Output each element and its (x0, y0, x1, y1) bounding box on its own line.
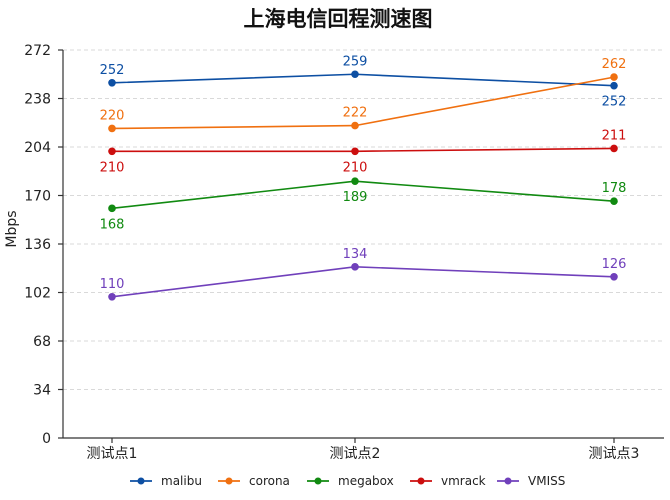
data-label: 126 (602, 257, 627, 272)
legend-label: megabox (338, 474, 394, 488)
data-label: 220 (100, 108, 125, 123)
data-label: 210 (343, 160, 368, 175)
series-megabox: 168 189 178 (100, 177, 627, 232)
data-point (108, 124, 116, 133)
y-tick-label: 204 (24, 140, 51, 156)
data-label: 211 (602, 128, 627, 143)
series-vmiss: 110 134 126 (100, 247, 627, 301)
y-tick-label: 170 (24, 189, 51, 205)
data-point (610, 273, 618, 281)
y-tick-label: 272 (24, 43, 51, 59)
data-label: 252 (602, 95, 627, 110)
data-label: 110 (100, 277, 125, 292)
legend-marker (137, 477, 145, 485)
data-label: 134 (343, 247, 368, 262)
y-tick-label: 34 (33, 383, 51, 399)
data-label: 252 (100, 63, 125, 78)
legend-entry-malibu: malibu (130, 474, 202, 488)
y-axis-label: Mbps (4, 210, 20, 247)
series-line (111, 73, 615, 87)
data-label: 210 (100, 160, 125, 175)
data-label: 259 (343, 54, 368, 69)
legend-entry-corona: corona (218, 474, 290, 488)
y-tick-label: 68 (33, 334, 51, 350)
data-label: 262 (602, 57, 627, 72)
y-tick-label: 102 (24, 286, 51, 302)
data-label: 178 (602, 181, 627, 196)
legend-label: vmrack (441, 474, 486, 488)
legend: malibu corona megabox vmrack VMISS (130, 474, 565, 488)
data-label: 189 (343, 190, 368, 205)
legend-marker (225, 477, 233, 485)
data-point (610, 144, 618, 153)
legend-label: corona (249, 474, 290, 488)
series-line (111, 266, 615, 298)
data-point (351, 121, 359, 130)
series-line (112, 147, 615, 153)
legend-entry-vmiss: VMISS (497, 474, 565, 488)
x-tick-label: 测试点1 (87, 446, 138, 462)
data-point (108, 147, 116, 156)
legend-entry-megabox: megabox (307, 474, 394, 488)
legend-marker (314, 477, 322, 485)
y-tick-label: 0 (42, 431, 51, 447)
data-point (610, 81, 618, 90)
legend-label: VMISS (528, 474, 565, 488)
axes: 0 34 68 102 136 170 204 238 272 测试点1 测试点2 测试点3 (24, 43, 664, 462)
series-line (111, 76, 615, 130)
data-point (351, 177, 359, 186)
data-label: 168 (100, 217, 125, 232)
y-tick-label: 136 (24, 237, 51, 253)
data-point (610, 73, 618, 81)
y-tick-label: 238 (24, 92, 51, 108)
data-point (351, 263, 359, 271)
data-point (108, 79, 116, 87)
legend-entry-vmrack: vmrack (410, 474, 486, 488)
data-point (351, 147, 359, 156)
x-tick-label: 测试点3 (589, 446, 640, 462)
data-point (610, 197, 618, 206)
data-point (351, 70, 359, 79)
legend-marker (417, 477, 425, 485)
chart-title: 上海电信回程测速图 (244, 7, 433, 31)
data-point (108, 292, 116, 301)
series-corona: 220 222 262 (100, 57, 627, 133)
grid-lines (63, 49, 664, 390)
data-point (108, 204, 116, 213)
data-label: 222 (343, 106, 368, 121)
legend-label: malibu (161, 474, 202, 488)
legend-marker (504, 477, 512, 485)
series-malibu: 252 259 252 (100, 54, 627, 109)
series-vmrack: 210 210 211 (100, 128, 627, 175)
x-tick-label: 测试点2 (330, 446, 381, 462)
